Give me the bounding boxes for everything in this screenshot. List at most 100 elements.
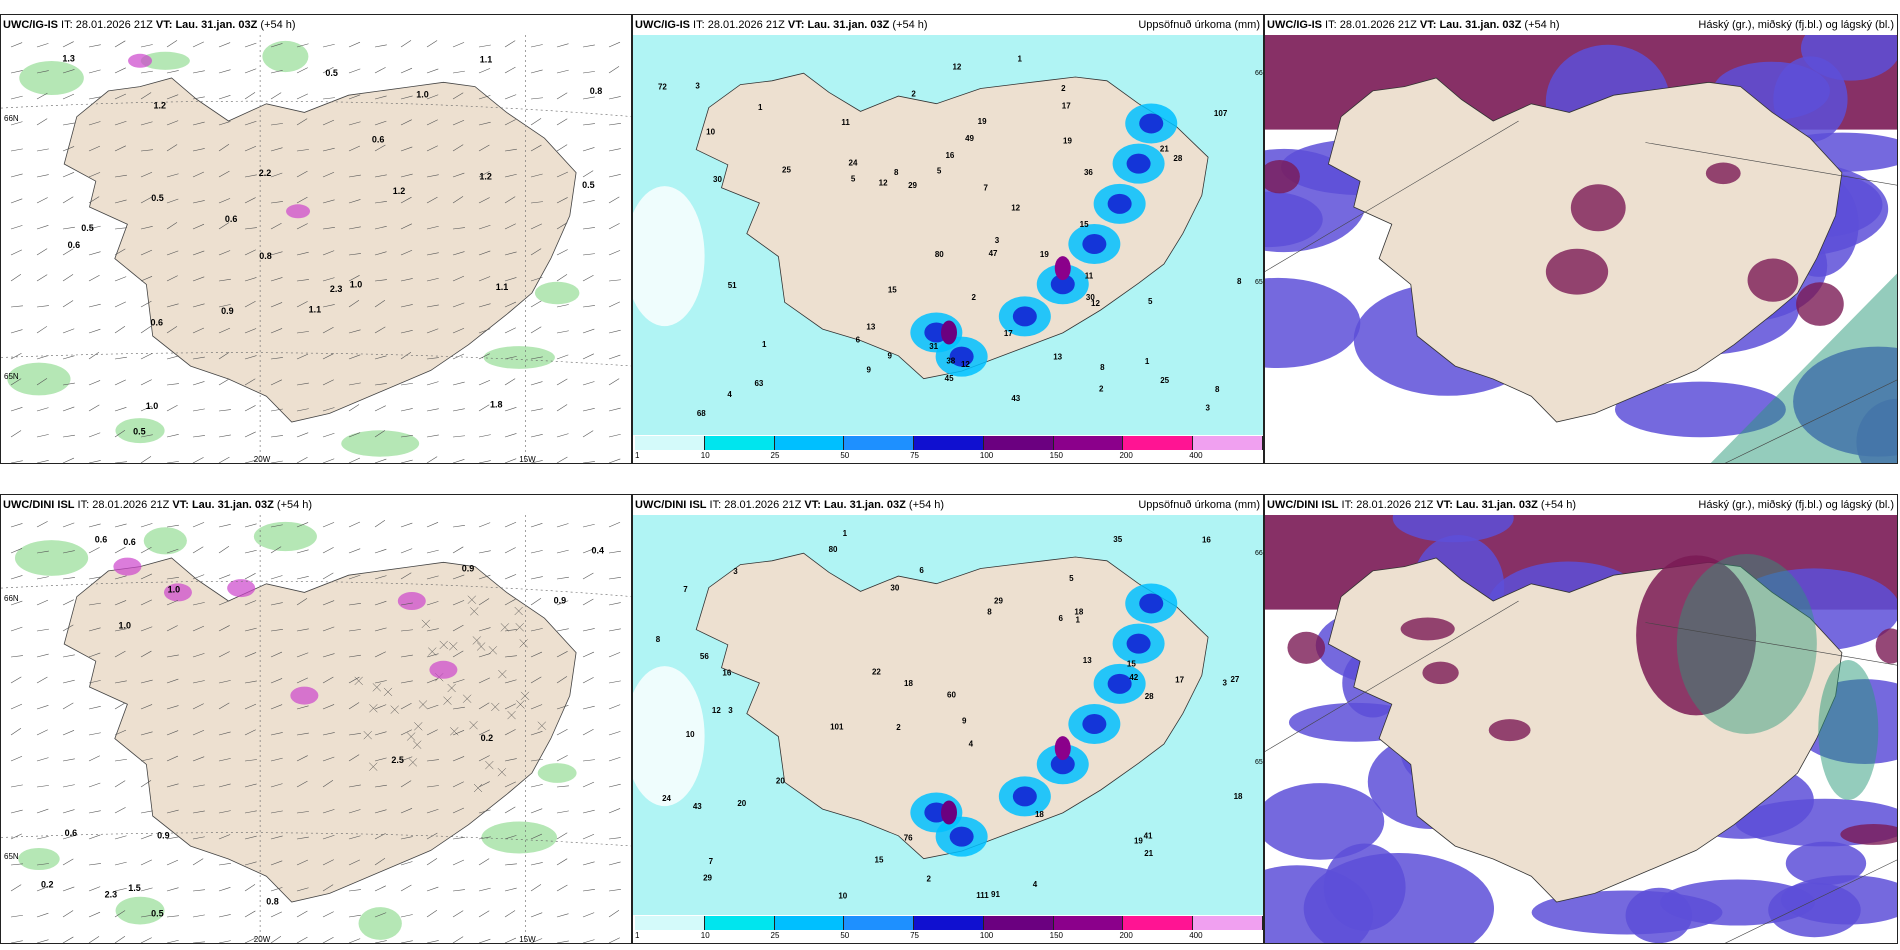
precip-value-label: 1.1 [309, 305, 322, 315]
grid-label: 66N [4, 594, 19, 603]
colorbar-swatch [983, 916, 1054, 930]
accum-value-label: 2 [896, 723, 901, 732]
cloud-mid-area [1570, 184, 1626, 232]
colorbar-swatch [704, 436, 775, 450]
grid-label: 15W [519, 935, 536, 944]
precip-value-label: 0.5 [81, 223, 94, 233]
wind-barbs [10, 519, 621, 943]
precip-area [534, 281, 580, 305]
precip-area [483, 346, 555, 369]
precip-value-label: 0.5 [151, 193, 164, 203]
cloud-high-area [1676, 554, 1817, 734]
colorbar-tick-label: 200 [1119, 931, 1133, 940]
colorbar-swatch [1053, 436, 1124, 450]
colorbar-dini: 1 10 25 50 75 100 150 200 400 [633, 915, 1263, 943]
accum-value-label: 21 [1160, 145, 1169, 154]
precip-area [481, 821, 558, 854]
accum-value-label: 45 [945, 374, 954, 383]
precip-area [341, 430, 420, 457]
accum-value-label: 31 [929, 342, 938, 351]
accum-value-label: 63 [754, 379, 763, 388]
accum-value-label: 43 [1011, 394, 1020, 403]
grid-label: 65N [1255, 759, 1264, 766]
accum-value-label: 24 [849, 159, 858, 168]
precip-area [140, 51, 190, 70]
colorbar-tick-label: 100 [979, 931, 994, 940]
accum-value-label: 12 [961, 360, 970, 369]
accum-value-label: 72 [658, 82, 667, 91]
accum-value-label: 17 [1175, 675, 1184, 684]
precip-value-label: 1.0 [118, 621, 131, 631]
accum-value-label: 15 [888, 285, 897, 294]
cloud-low-area [1265, 191, 1323, 248]
grid-label: 65N [4, 852, 19, 861]
map-ig-accum: 4532211286359121324305180107726345191217… [633, 35, 1263, 437]
colorbar-swatch [914, 436, 984, 450]
accum-value-label: 30 [1086, 293, 1095, 302]
accum-value-label: 12 [1091, 299, 1100, 308]
accum-value-label: 13 [1083, 656, 1092, 665]
cloud-mid-area [1265, 159, 1300, 194]
cloud-mid-area [1747, 258, 1799, 302]
accum-value-label: 20 [776, 776, 785, 785]
accum-value-label: 16 [722, 668, 731, 677]
accum-value-label: 43 [693, 802, 702, 811]
accum-value-label: 29 [908, 181, 917, 190]
precip-value-label: 1.8 [490, 400, 503, 410]
colorbar-swatch [844, 436, 915, 450]
hatch-snow [354, 595, 547, 793]
colorbar-tick-label: 50 [840, 931, 850, 940]
precip-core [1082, 234, 1107, 255]
accum-value-label: 16 [945, 151, 954, 160]
map-base [633, 515, 1263, 917]
accum-value-label: 30 [890, 584, 899, 593]
accum-value-label: 17 [1062, 101, 1071, 110]
wind-barbs [10, 40, 621, 463]
precip-area [18, 847, 60, 871]
land-iceland [695, 552, 1209, 860]
accum-value-label: 6 [1058, 614, 1063, 623]
cloud-mid-area [1545, 248, 1609, 295]
cloud-low-area [1265, 277, 1361, 369]
colorbar-swatch [774, 916, 845, 930]
precip-area [115, 896, 165, 925]
precip-value-label: 0.6 [95, 534, 108, 544]
precip-area [14, 540, 89, 576]
precip-value-label: 1.0 [350, 279, 363, 289]
cloud-mid-area [1400, 617, 1455, 641]
precip-core [1139, 113, 1164, 134]
accum-value-label: 3 [695, 81, 700, 90]
accum-value-label: 38 [946, 357, 955, 366]
accum-value-label: 18 [904, 679, 913, 688]
precip-value-label: 1.0 [146, 401, 159, 411]
precip-value-label: 0.9 [554, 595, 567, 605]
colorbar-swatch [914, 916, 984, 930]
precip-core [949, 346, 974, 367]
map-base [633, 35, 1263, 437]
accum-value-label: 8 [1237, 277, 1242, 286]
accum-value-label: 8 [1100, 363, 1105, 372]
colorbar-tick-label: 25 [770, 451, 780, 460]
colorbar-swatch [635, 916, 705, 930]
panel-dini-clouds: UWC/DINI ISL IT: 28.01.2026 21Z VT: Lau.… [1264, 494, 1898, 944]
cloud-mid-area [1287, 631, 1326, 664]
accum-value-label: 35 [1113, 535, 1122, 544]
precip-value-label: 0.2 [481, 733, 494, 743]
accum-value-label: 2 [1061, 84, 1066, 93]
precip-area [143, 527, 187, 555]
colorbar-tick-label: 50 [840, 451, 850, 460]
precip-max [941, 320, 957, 345]
accum-value-label: 19 [1040, 250, 1049, 259]
accum-value-label: 1 [843, 529, 848, 538]
accum-value-label: 60 [947, 691, 956, 700]
precip-area [19, 60, 84, 96]
precip-value-label: 0.5 [582, 180, 595, 190]
accum-value-label: 19 [1063, 136, 1072, 145]
accum-value-label: 21 [1144, 849, 1153, 858]
precip-core [1107, 193, 1132, 214]
accum-value-label: 2 [926, 874, 931, 883]
precip-value-label: 2.2 [259, 168, 272, 178]
accum-value-label: 28 [1173, 154, 1182, 163]
accum-value-label: 80 [829, 545, 838, 554]
colorbar-tick-label: 10 [700, 931, 710, 940]
